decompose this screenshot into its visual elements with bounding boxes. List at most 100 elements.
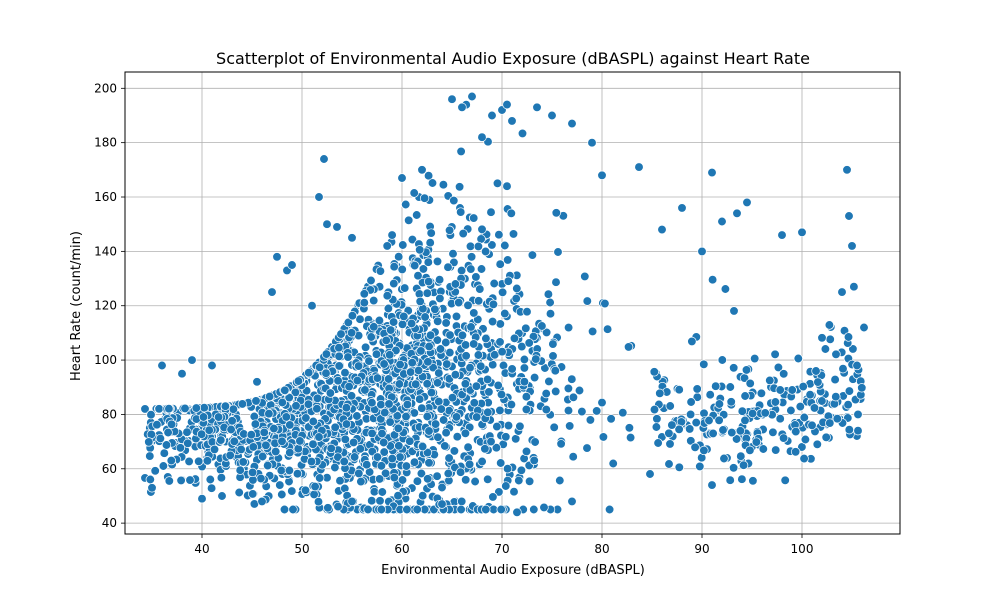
scatter-point [793, 353, 803, 364]
scatter-point [287, 486, 297, 496]
scatter-point [425, 330, 436, 340]
scatter-point [376, 504, 387, 515]
scatter-point [717, 355, 727, 365]
scatter-point [332, 222, 342, 232]
x-tick-label: 50 [294, 542, 309, 556]
scatter-point [740, 415, 750, 426]
scatter-point [177, 369, 187, 379]
scatter-point [362, 460, 372, 470]
scatter-point [364, 356, 374, 366]
scatter-point [500, 240, 510, 251]
scatter-point [402, 504, 412, 515]
scatter-point [154, 404, 164, 414]
chart-title: Scatterplot of Environmental Audio Expos… [216, 49, 810, 68]
scatter-point [545, 297, 555, 308]
scatter-point [277, 436, 287, 446]
scatter-point [217, 491, 227, 501]
scatter-point [401, 411, 411, 422]
scatter-point [686, 436, 696, 446]
scatter-point [417, 441, 428, 452]
scatter-point [423, 357, 433, 367]
scatter-point [257, 451, 268, 462]
scatter-point [267, 287, 277, 297]
scatter-point [843, 400, 853, 410]
scatter-point [382, 291, 392, 301]
scatter-point [455, 467, 466, 477]
scatter-point [461, 351, 471, 361]
scatter-point [386, 325, 396, 335]
scatter-point [497, 347, 507, 357]
scatter-point [449, 195, 459, 206]
scatter-point [812, 439, 822, 449]
scatter-point [487, 240, 497, 250]
scatter-point [418, 264, 429, 274]
scatter-point [488, 360, 498, 370]
scatter-point [466, 252, 477, 262]
scatter-point [745, 445, 755, 455]
scatter-point [451, 412, 462, 422]
scatter-point [394, 252, 404, 262]
scatter-point [831, 349, 841, 359]
scatter-point [264, 409, 274, 419]
scatter-point [339, 456, 349, 467]
scatter-point [411, 379, 421, 389]
scatter-point [664, 428, 674, 438]
scatter-point [813, 377, 823, 387]
scatter-point [553, 247, 563, 257]
scatter-point [355, 444, 365, 454]
scatter-point [469, 213, 479, 223]
scatter-point [532, 102, 542, 112]
scatter-point [334, 343, 344, 353]
y-axis-label: Heart Rate (count/min) [69, 231, 84, 381]
scatter-point [707, 480, 717, 490]
scatter-point [409, 457, 420, 467]
scatter-point [511, 293, 521, 304]
scatter-point [787, 385, 797, 395]
scatter-point [530, 437, 540, 447]
scatter-point [405, 436, 415, 446]
scatter-point [451, 311, 462, 322]
scatter-point [249, 411, 259, 422]
scatter-point [747, 408, 758, 419]
scatter-point [441, 428, 451, 438]
scatter-point [226, 424, 236, 435]
scatter-point [347, 496, 357, 507]
scatter-point [799, 412, 809, 423]
scatter-point [736, 451, 746, 461]
scatter-point [300, 485, 311, 495]
scatter-point [494, 487, 504, 497]
scatter-point [653, 438, 663, 448]
scatter-point [353, 361, 364, 371]
scatter-point [155, 433, 166, 444]
scatter-point [424, 341, 434, 352]
scatter-point [248, 489, 258, 499]
scatter-point [397, 319, 408, 329]
scatter-point [760, 408, 770, 418]
scatter-point [389, 472, 399, 483]
scatter-point [164, 404, 174, 414]
scatter-point [341, 419, 352, 429]
scatter-point [395, 452, 405, 462]
scatter-point [780, 475, 790, 485]
scatter-point [279, 504, 290, 515]
scatter-point [440, 441, 450, 451]
scatter-point [563, 322, 574, 333]
scatter-point [375, 266, 386, 276]
scatter-point [807, 420, 817, 430]
scatter-point [184, 456, 194, 467]
scatter-point [437, 499, 447, 509]
scatter-point [775, 385, 785, 395]
scatter-point [463, 300, 473, 310]
scatter-point [379, 359, 389, 369]
scatter-point [527, 250, 538, 260]
scatter-point [435, 344, 446, 354]
scatter-point [383, 374, 394, 384]
scatter-point [580, 271, 590, 282]
data-points [140, 91, 869, 517]
scatter-point [519, 354, 530, 365]
scatter-point [450, 370, 461, 380]
scatter-point [444, 225, 455, 235]
scatter-point [454, 182, 465, 192]
scatter-point [717, 216, 727, 227]
scatter-point [423, 171, 434, 181]
